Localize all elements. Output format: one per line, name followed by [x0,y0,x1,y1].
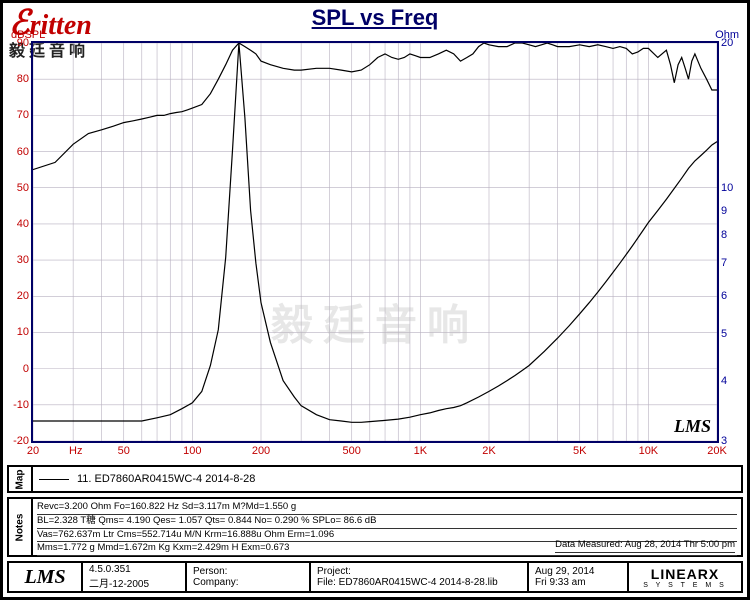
footer-datetime: Aug 29, 2014Fri 9:33 am [529,563,629,591]
footer-project: Project:File: ED7860AR0415WC-4 2014-8-28… [311,563,529,591]
map-panel: Map 11. ED7860AR0415WC-4 2014-8-28 [7,465,743,493]
notes-panel: Notes Revc=3.200 Ohm Fo=160.822 Hz Sd=3.… [7,497,743,557]
notes-line-2: BL=2.328 T糖 Qms= 4.190 Qes= 1.057 Qts= 0… [37,515,737,529]
footer-lms-logo: LMS [9,563,83,591]
legend-row: 11. ED7860AR0415WC-4 2014-8-28 [33,467,741,491]
footer-version: 4.5.0.351二月-12-2005 [83,563,187,591]
footer-person: Person:Company: [187,563,311,591]
legend-text: 11. ED7860AR0415WC-4 2014-8-28 [77,473,255,485]
notes-tab: Notes [9,499,33,555]
legend-line-icon [39,479,69,480]
footer-linearx: LINEARX S Y S T E M S [629,563,741,591]
notes-line-1: Revc=3.200 Ohm Fo=160.822 Hz Sd=3.117m M… [37,501,737,515]
lms-corner-mark: LMS [674,416,711,437]
footer-panel: LMS 4.5.0.351二月-12-2005 Person:Company: … [7,561,743,593]
chart-area: dBSPL Ohm 毅廷音响 LMS -20-10010203040506070… [31,41,719,443]
page-root: ℰritten 毅廷音响 SPL vs Freq dBSPL Ohm 毅廷音响 … [0,0,750,600]
notes-content: Revc=3.200 Ohm Fo=160.822 Hz Sd=3.117m M… [33,499,741,555]
chart-title: SPL vs Freq [3,5,747,31]
plot-svg [33,43,717,441]
watermark-text: 毅廷音响 [271,291,479,352]
map-tab: Map [9,467,33,491]
notes-measured: Data Measured: Aug 28, 2014 Thr 5:00 pm [555,539,735,553]
